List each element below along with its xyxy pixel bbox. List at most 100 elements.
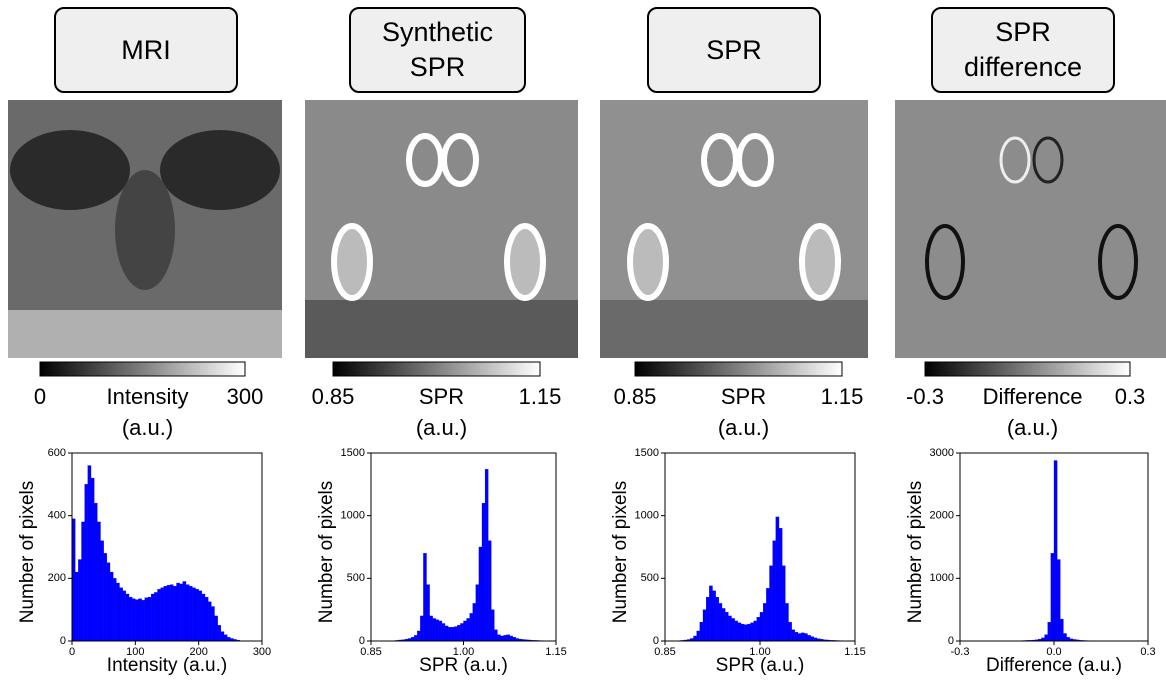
histogram-bar: [466, 618, 470, 642]
histogram-bar: [454, 626, 458, 642]
histogram-bar: [488, 540, 492, 642]
mri-image: [8, 100, 282, 358]
histogram-bar: [103, 553, 107, 642]
histogram-bar: [417, 630, 421, 642]
colorbar-min: 0: [34, 384, 46, 409]
x-tick-label: -0.3: [951, 646, 970, 658]
colorbar-label: SPR: [419, 384, 464, 409]
y-tick-label: 400: [48, 510, 66, 522]
colorbar-label: Difference: [983, 384, 1083, 409]
histogram-bar: [801, 632, 805, 642]
histogram-bar: [113, 578, 117, 642]
histogram-bar: [1066, 637, 1070, 642]
histogram-bar: [1053, 460, 1058, 642]
panel-title: SPR: [410, 52, 466, 82]
x-tick-label: 0.3: [1140, 646, 1155, 658]
histogram-bar: [185, 584, 190, 642]
histogram-bar: [179, 583, 183, 642]
colorbar-min: -0.3: [906, 384, 944, 409]
y-tick-label: 1000: [341, 510, 365, 522]
histogram-bar: [429, 615, 433, 642]
histogram-bar: [220, 631, 225, 642]
histogram-bar: [712, 590, 716, 642]
histogram-bar: [173, 586, 177, 642]
histogram-bar: [481, 502, 486, 642]
x-tick-label: 300: [253, 646, 271, 658]
y-tick-label: 600: [48, 447, 66, 459]
histogram-bar: [810, 636, 814, 642]
histogram-bar: [775, 516, 780, 642]
histogram-bar: [223, 634, 228, 642]
colorbar-max: 1.15: [821, 384, 864, 409]
x-axis-label: Intensity (a.u.): [107, 655, 227, 676]
panel-title: Synthetic: [382, 17, 493, 47]
colorbar-min: 0.85: [312, 384, 355, 409]
histogram-bar: [693, 635, 697, 642]
histogram-bar: [423, 553, 427, 642]
histogram-bar: [794, 632, 799, 642]
histogram-bar: [201, 593, 206, 642]
x-axis-label: SPR (a.u.): [419, 655, 508, 676]
histogram-bar: [166, 585, 171, 642]
y-tick-label: 200: [48, 572, 66, 584]
histogram-bar: [410, 637, 415, 642]
histogram-bar: [195, 589, 199, 642]
histogram-bar: [81, 521, 85, 642]
histogram-bar: [106, 562, 111, 642]
y-tick-label: 0: [60, 635, 66, 647]
histogram-bar: [100, 540, 104, 642]
histogram-bar: [460, 623, 464, 642]
panel-title: SPR: [995, 17, 1051, 47]
histogram-bar: [1050, 553, 1055, 642]
histogram-bar: [472, 603, 476, 642]
histogram-bar: [475, 584, 480, 642]
colorbar-label: (a.u.): [416, 415, 467, 440]
histogram-bar: [451, 627, 455, 642]
histogram-bar: [420, 615, 424, 642]
histogram-bar: [414, 635, 418, 642]
histogram-bar: [506, 634, 510, 642]
histogram-bar: [759, 612, 764, 642]
y-axis-label: Number of pixels: [905, 481, 926, 624]
colorbar: [924, 361, 1131, 377]
histogram-bar: [138, 598, 142, 642]
histogram-bar: [699, 622, 704, 642]
title-box: [647, 7, 821, 93]
histogram-bar: [469, 613, 473, 642]
histogram-bar: [90, 477, 95, 642]
panel-title: difference: [964, 52, 1082, 82]
y-tick-label: 2000: [930, 510, 954, 522]
x-tick-label: 0.0: [1046, 646, 1061, 658]
histogram-bar: [766, 588, 770, 642]
colorbar: [332, 361, 541, 377]
histogram-bar: [135, 599, 139, 642]
histogram-bar: [756, 617, 761, 642]
histogram-bar: [119, 587, 123, 642]
histogram-bar: [484, 469, 489, 642]
histogram-bar: [84, 484, 88, 642]
x-tick-label: 0.85: [360, 646, 381, 658]
y-tick-label: 0: [653, 635, 659, 647]
histogram-bar: [721, 608, 726, 642]
histogram-bar: [750, 622, 754, 642]
plot-frame: [71, 452, 263, 642]
histogram-bar: [182, 581, 187, 642]
histogram-bar: [192, 587, 196, 642]
histogram-bar: [160, 587, 164, 642]
histogram-bar: [788, 622, 792, 642]
histogram-bar: [1063, 633, 1067, 642]
histogram-bar: [144, 597, 149, 642]
histogram-bar: [718, 603, 723, 642]
colorbar-max: 0.3: [1115, 384, 1146, 409]
histogram-bar: [214, 615, 218, 642]
histogram-bar: [426, 584, 430, 642]
title-box: [349, 7, 526, 93]
histogram-bar: [157, 589, 161, 642]
histogram-bar: [737, 622, 742, 642]
colorbar-label: (a.u.): [1007, 415, 1058, 440]
y-tick-label: 1000: [930, 572, 954, 584]
histogram-bar: [734, 620, 738, 642]
histogram-bar: [512, 637, 517, 642]
